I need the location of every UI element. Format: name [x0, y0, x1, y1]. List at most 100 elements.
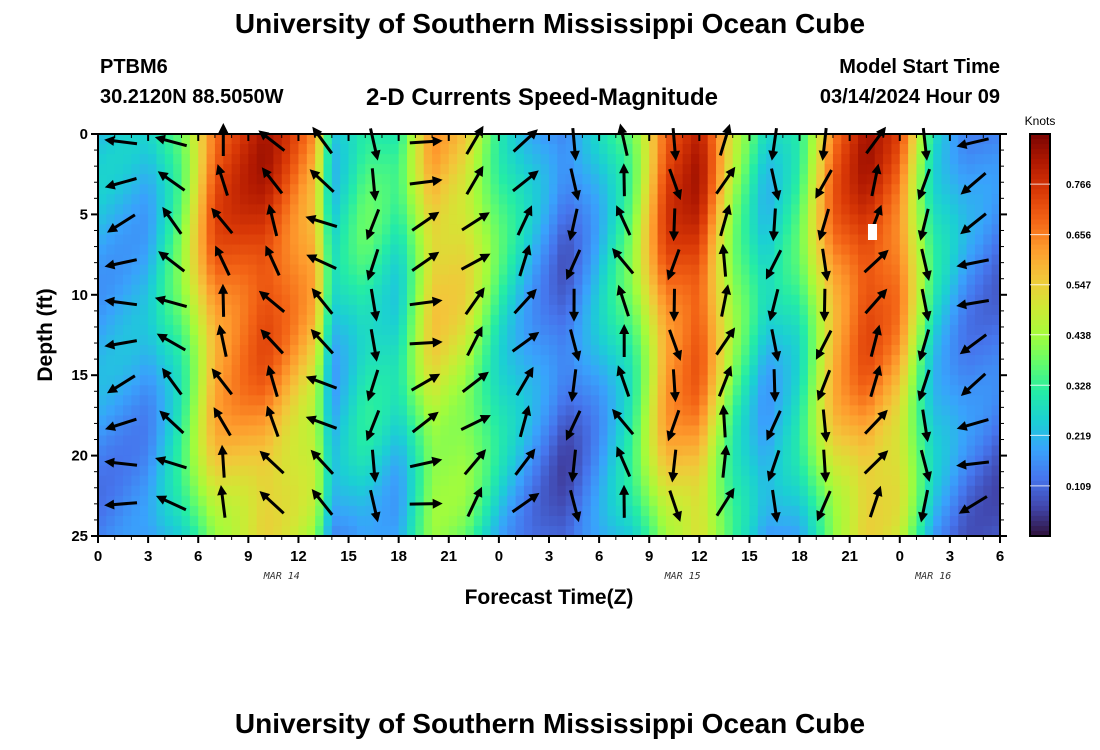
heatmap-cell: [732, 234, 742, 246]
heatmap-cell: [273, 274, 283, 286]
heatmap-cell: [899, 264, 909, 276]
heatmap-cell: [574, 345, 584, 356]
heatmap-cell: [114, 204, 124, 215]
heatmap-cell: [657, 174, 667, 185]
heatmap-cell: [674, 445, 684, 457]
heatmap-cell: [473, 134, 483, 145]
heatmap-cell: [306, 164, 316, 175]
heatmap-cell: [206, 304, 216, 316]
heatmap-cell: [916, 224, 926, 236]
heatmap-cell: [290, 415, 300, 427]
heatmap-cell: [707, 224, 717, 236]
heatmap-cell: [398, 244, 408, 256]
heatmap-cell: [265, 274, 274, 286]
heatmap-cell: [549, 184, 558, 195]
heatmap-cell: [415, 244, 425, 256]
heatmap-cell: [832, 274, 842, 286]
heatmap-cell: [674, 385, 684, 396]
heatmap-cell: [323, 194, 333, 205]
heatmap-cell: [741, 445, 751, 457]
heatmap-cell: [273, 525, 283, 537]
heatmap-cell: [891, 415, 901, 427]
heatmap-cell: [791, 234, 801, 246]
heatmap-cell: [574, 204, 584, 215]
heatmap-cell: [173, 455, 183, 467]
heatmap-cell: [774, 324, 784, 336]
heatmap-cell: [866, 395, 876, 406]
heatmap-cell: [415, 194, 425, 205]
heatmap-cell: [290, 525, 300, 537]
heatmap-cell: [223, 164, 233, 175]
heatmap-cell: [883, 134, 893, 145]
heatmap-cell: [732, 385, 742, 396]
heatmap-cell: [290, 194, 300, 205]
heatmap-cell: [340, 264, 350, 276]
heatmap-cell: [123, 254, 133, 266]
heatmap-cell: [966, 204, 976, 215]
heatmap-cell: [139, 345, 149, 356]
heatmap-cell: [239, 505, 249, 517]
heatmap-cell: [432, 355, 442, 366]
current-vector-arrowhead: [565, 268, 575, 280]
heatmap-cell: [415, 465, 425, 477]
heatmap-cell: [966, 355, 976, 366]
heatmap-cell: [365, 254, 375, 266]
heatmap-cell: [908, 345, 918, 356]
heatmap-cell: [490, 144, 500, 155]
heatmap-cell: [373, 134, 383, 145]
heatmap-cell: [490, 164, 500, 175]
heatmap-cell: [665, 385, 675, 396]
current-vector-arrowhead: [526, 288, 537, 300]
heatmap-cell: [390, 284, 400, 296]
heatmap-cell: [198, 525, 208, 537]
heatmap-cell: [707, 525, 717, 537]
heatmap-cell: [632, 375, 642, 386]
heatmap-cell: [256, 435, 266, 447]
heatmap-cell: [816, 214, 826, 226]
heatmap-cell: [807, 204, 817, 215]
heatmap-cell: [782, 264, 792, 276]
heatmap-cell: [832, 395, 842, 406]
heatmap-cell: [699, 465, 709, 477]
heatmap-cell: [256, 345, 266, 356]
heatmap-cell: [741, 415, 751, 427]
heatmap-cell: [290, 455, 300, 467]
heatmap-cell: [858, 335, 867, 346]
heatmap-cell: [198, 485, 208, 497]
heatmap-cell: [256, 224, 266, 236]
heatmap-cell: [540, 375, 550, 386]
heatmap-cell: [306, 184, 316, 195]
heatmap-cell: [599, 324, 609, 336]
heatmap-cell: [690, 284, 700, 296]
heatmap-cell: [949, 224, 959, 236]
heatmap-cell: [482, 264, 492, 276]
heatmap-cell: [574, 475, 584, 487]
heatmap-cell: [983, 475, 993, 487]
heatmap-cell: [582, 274, 592, 286]
heatmap-cell: [933, 435, 943, 447]
heatmap-cell: [766, 355, 776, 366]
heatmap-cell: [807, 264, 817, 276]
heatmap-cell: [114, 274, 124, 286]
heatmap-cell: [106, 324, 116, 336]
heatmap-cell: [724, 294, 734, 306]
heatmap-cell: [348, 475, 358, 487]
data-marker: [868, 224, 877, 240]
heatmap-cell: [532, 264, 542, 276]
heatmap-cell: [707, 264, 717, 276]
heatmap-cell: [958, 214, 968, 226]
heatmap-cell: [832, 214, 842, 226]
heatmap-cell: [114, 415, 124, 427]
heatmap-cell: [156, 475, 166, 487]
heatmap-cell: [682, 224, 692, 236]
heatmap-cell: [348, 324, 358, 336]
heatmap-cell: [849, 525, 859, 537]
current-vector-arrowhead: [725, 487, 735, 499]
heatmap-cell: [482, 174, 492, 185]
heatmap-cell: [482, 355, 492, 366]
heatmap-cell: [565, 505, 575, 517]
heatmap-cell: [782, 395, 792, 406]
heatmap-cell: [849, 164, 859, 175]
heatmap-cell: [649, 485, 659, 497]
heatmap-cell: [131, 274, 141, 286]
